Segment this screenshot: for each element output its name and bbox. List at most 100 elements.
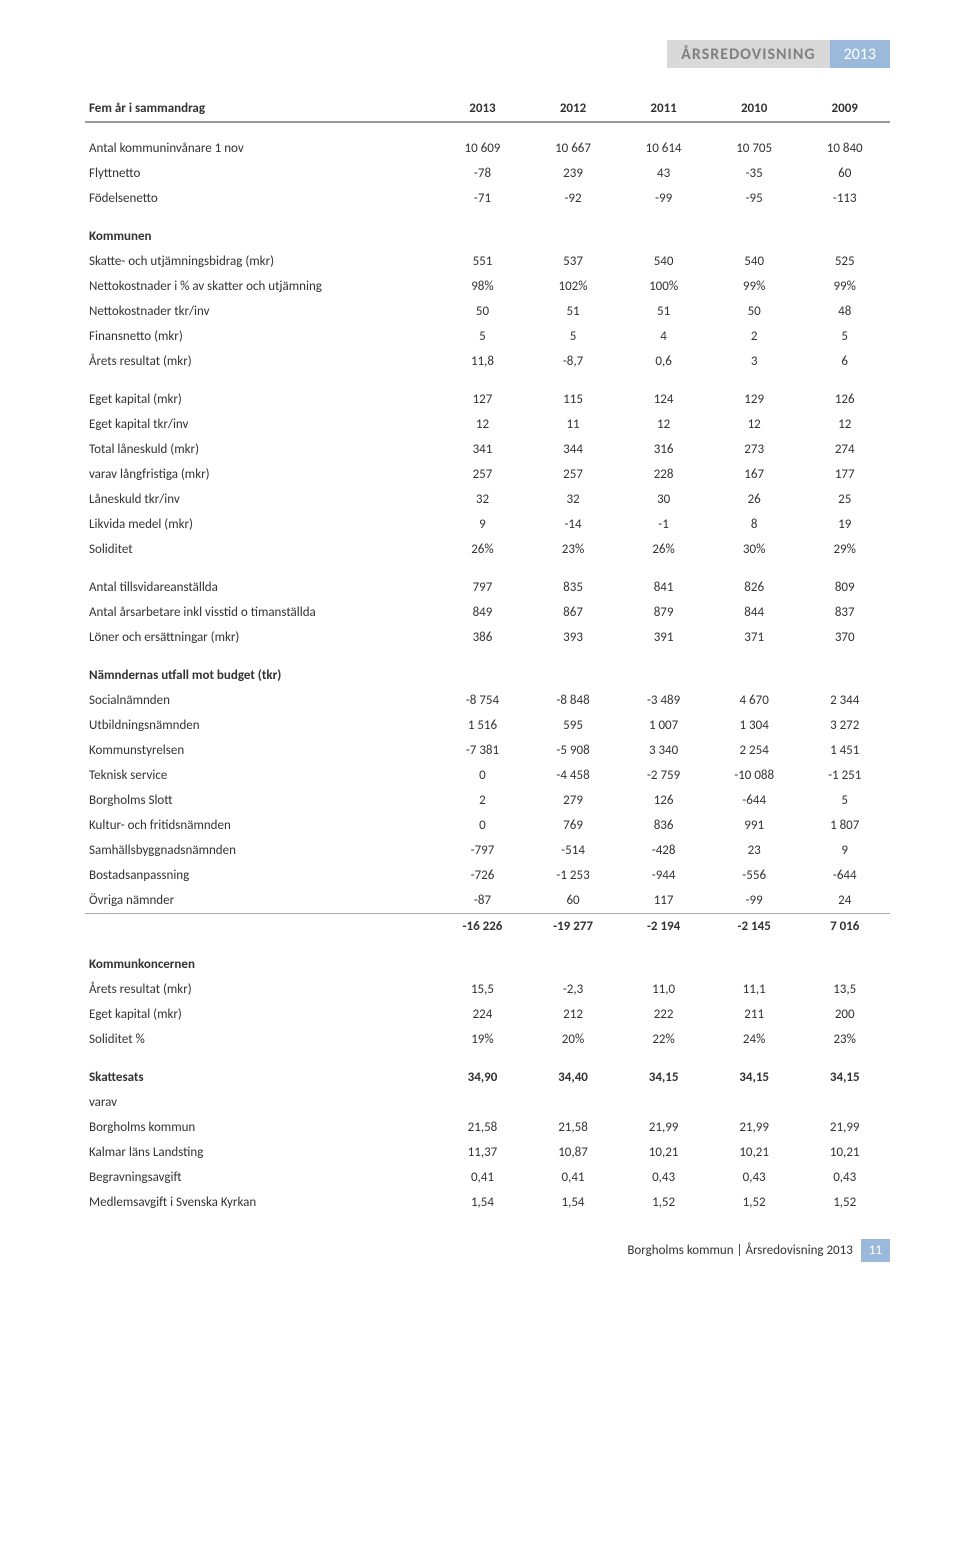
- row-value: 21,58: [528, 1115, 619, 1140]
- table-row: -16 226-19 277-2 194-2 1457 016: [85, 914, 890, 940]
- row-value: 0: [437, 763, 528, 788]
- row-label: Flyttnetto: [85, 161, 437, 186]
- table-row: Årets resultat (mkr)11,8-8,70,636: [85, 349, 890, 374]
- row-value: 769: [528, 813, 619, 838]
- row-value: 8: [709, 512, 800, 537]
- row-value: [618, 1090, 709, 1115]
- row-value: 4 670: [709, 688, 800, 713]
- row-value: 386: [437, 625, 528, 650]
- row-value: 5: [799, 788, 890, 813]
- table-row: Teknisk service0-4 458-2 759-10 088-1 25…: [85, 763, 890, 788]
- header-title: ÅRSREDOVISNING: [667, 40, 829, 68]
- section-title: Kommunen: [85, 211, 437, 249]
- row-value: 809: [799, 562, 890, 600]
- row-value: 212: [528, 1002, 619, 1027]
- row-value: -14: [528, 512, 619, 537]
- row-value: 537: [528, 249, 619, 274]
- row-value: 126: [799, 374, 890, 412]
- row-value: 5: [799, 324, 890, 349]
- row-value: -8 848: [528, 688, 619, 713]
- row-value: 6: [799, 349, 890, 374]
- row-label: Finansnetto (mkr): [85, 324, 437, 349]
- row-value: 540: [709, 249, 800, 274]
- row-value: -5 908: [528, 738, 619, 763]
- row-value: 0,41: [437, 1165, 528, 1190]
- row-value: 344: [528, 437, 619, 462]
- row-label: Eget kapital (mkr): [85, 374, 437, 412]
- row-label: Kommunstyrelsen: [85, 738, 437, 763]
- row-label: Antal kommuninvånare 1 nov: [85, 122, 437, 161]
- section-title: Fem år i sammandrag: [85, 96, 437, 122]
- table-row: Antal årsarbetare inkl visstid o timanst…: [85, 600, 890, 625]
- row-value: -95: [709, 186, 800, 211]
- table-row: Likvida medel (mkr)9-14-1819: [85, 512, 890, 537]
- row-value: 43: [618, 161, 709, 186]
- row-value: -514: [528, 838, 619, 863]
- row-value: 200: [799, 1002, 890, 1027]
- year-header-cell: 2012: [528, 96, 619, 122]
- row-value: 1,52: [709, 1190, 800, 1215]
- row-value: 50: [437, 299, 528, 324]
- empty-cell: [528, 650, 619, 688]
- table-row: Eget kapital (mkr)127115124129126: [85, 374, 890, 412]
- table-row: Antal kommuninvånare 1 nov10 60910 66710…: [85, 122, 890, 161]
- row-value: -644: [709, 788, 800, 813]
- row-value: 177: [799, 462, 890, 487]
- table-row: Begravningsavgift0,410,410,430,430,43: [85, 1165, 890, 1190]
- row-value: 551: [437, 249, 528, 274]
- empty-cell: [799, 650, 890, 688]
- table-row: Utbildningsnämnden1 5165951 0071 3043 27…: [85, 713, 890, 738]
- row-value: 1 516: [437, 713, 528, 738]
- empty-cell: [618, 939, 709, 977]
- row-value: 34,15: [709, 1052, 800, 1090]
- row-value: 835: [528, 562, 619, 600]
- row-label: Borgholms Slott: [85, 788, 437, 813]
- row-value: -1: [618, 512, 709, 537]
- table-row: Kalmar läns Landsting11,3710,8710,2110,2…: [85, 1140, 890, 1165]
- table-row: Låneskuld tkr/inv3232302625: [85, 487, 890, 512]
- row-value: [437, 1090, 528, 1115]
- row-value: 99%: [709, 274, 800, 299]
- row-value: 595: [528, 713, 619, 738]
- row-value: 10,21: [709, 1140, 800, 1165]
- empty-cell: [709, 650, 800, 688]
- row-value: 60: [799, 161, 890, 186]
- row-value: 26%: [618, 537, 709, 562]
- row-value: -19 277: [528, 914, 619, 940]
- row-label: Årets resultat (mkr): [85, 349, 437, 374]
- row-value: 30%: [709, 537, 800, 562]
- row-label: Samhällsbyggnadsnämnden: [85, 838, 437, 863]
- footer-text: Borgholms kommun | Årsredovisning 2013: [627, 1243, 852, 1258]
- row-value: -16 226: [437, 914, 528, 940]
- table-row: Eget kapital (mkr)224212222211200: [85, 1002, 890, 1027]
- row-value: -3 489: [618, 688, 709, 713]
- row-value: 60: [528, 888, 619, 914]
- row-value: [799, 1090, 890, 1115]
- row-value: 371: [709, 625, 800, 650]
- row-value: 1 007: [618, 713, 709, 738]
- row-value: 11,37: [437, 1140, 528, 1165]
- row-value: -2,3: [528, 977, 619, 1002]
- row-value: 127: [437, 374, 528, 412]
- row-value: 24%: [709, 1027, 800, 1052]
- row-label: Kultur- och fritidsnämnden: [85, 813, 437, 838]
- row-value: -944: [618, 863, 709, 888]
- row-value: 22%: [618, 1027, 709, 1052]
- row-value: 0: [437, 813, 528, 838]
- row-value: 19%: [437, 1027, 528, 1052]
- row-value: -428: [618, 838, 709, 863]
- row-value: -2 194: [618, 914, 709, 940]
- row-value: -1 251: [799, 763, 890, 788]
- row-value: [709, 1090, 800, 1115]
- row-label: Nettokostnader i % av skatter och utjämn…: [85, 274, 437, 299]
- row-value: 2 344: [799, 688, 890, 713]
- row-value: 23%: [799, 1027, 890, 1052]
- empty-cell: [618, 211, 709, 249]
- table-row: Borgholms Slott2279126-6445: [85, 788, 890, 813]
- row-label: Teknisk service: [85, 763, 437, 788]
- row-value: 26: [709, 487, 800, 512]
- table-row: Borgholms kommun21,5821,5821,9921,9921,9…: [85, 1115, 890, 1140]
- row-value: -92: [528, 186, 619, 211]
- row-value: 12: [437, 412, 528, 437]
- table-row: Socialnämnden-8 754-8 848-3 4894 6702 34…: [85, 688, 890, 713]
